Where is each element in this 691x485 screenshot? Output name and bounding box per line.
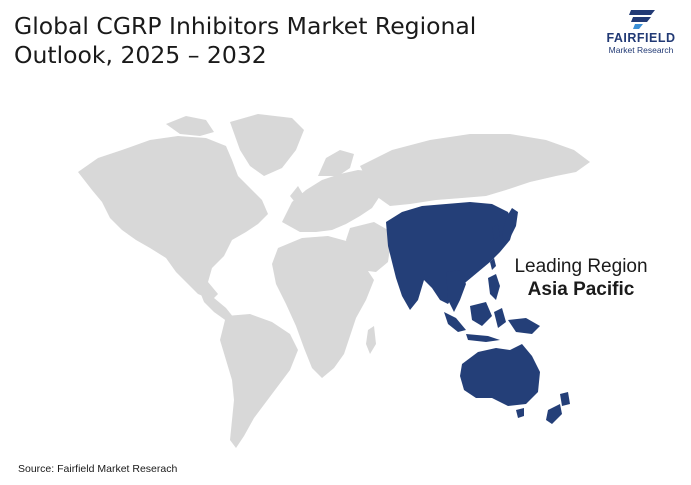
australia <box>460 344 540 406</box>
russia <box>360 134 590 206</box>
canadian-islands <box>166 116 214 136</box>
leading-region-callout: Leading Region Asia Pacific <box>480 255 682 302</box>
indochina <box>446 270 466 312</box>
java <box>466 334 500 342</box>
europe <box>282 170 386 232</box>
japan <box>502 208 518 244</box>
new-guinea <box>508 318 540 334</box>
philippines <box>488 274 500 300</box>
title-line-2: Outlook, 2025 – 2032 <box>14 41 267 69</box>
sumatra <box>444 312 466 332</box>
new-zealand-south <box>546 404 562 424</box>
brand-logo: FAIRFIELD Market Research <box>596 8 686 56</box>
new-zealand-north <box>560 392 570 406</box>
africa <box>272 236 374 378</box>
madagascar <box>366 326 376 354</box>
central-america <box>200 292 234 322</box>
sulawesi <box>494 308 506 328</box>
asia-pacific-mainland <box>386 202 514 310</box>
tasmania <box>516 408 524 418</box>
logo-mark-icon <box>629 10 655 29</box>
korea <box>492 224 500 240</box>
scandinavia <box>318 150 354 176</box>
taiwan <box>490 258 496 270</box>
borneo <box>470 302 492 326</box>
brand-subtitle: Market Research <box>608 45 674 55</box>
south-america <box>220 314 298 448</box>
leading-region-value: Asia Pacific <box>527 279 635 300</box>
north-america <box>78 136 268 300</box>
brand-name: FAIRFIELD <box>606 31 676 45</box>
leading-region-label: Leading Region <box>514 256 648 277</box>
page-title: Global CGRP Inhibitors Market Regional O… <box>14 12 554 70</box>
uk <box>290 186 304 206</box>
greenland <box>230 114 304 176</box>
source-note: Source: Fairfield Market Reserach <box>18 463 178 475</box>
title-line-1: Global CGRP Inhibitors Market Regional <box>14 12 477 40</box>
